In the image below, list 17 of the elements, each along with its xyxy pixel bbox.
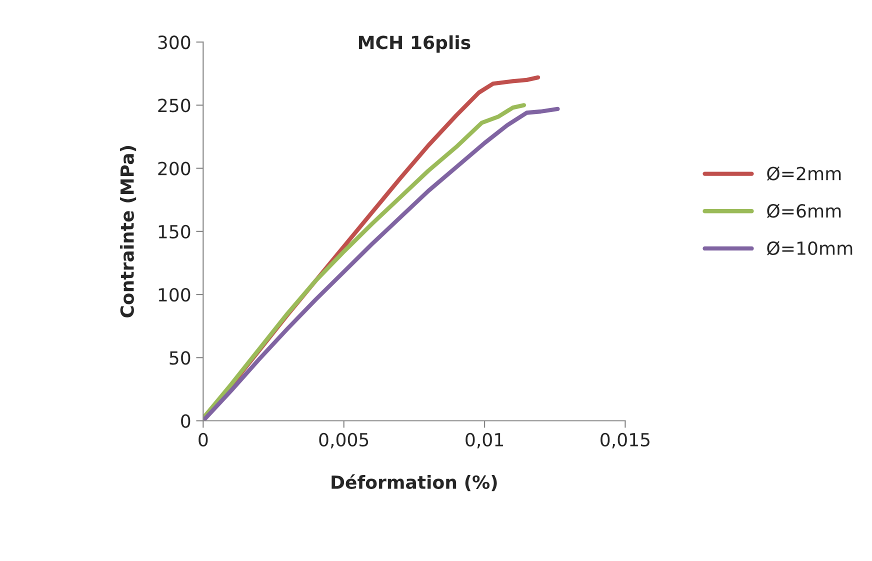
x-tick-label: 0 <box>198 432 208 447</box>
chart-title: MCH 16plis <box>358 35 470 53</box>
y-tick-label: 50 <box>170 351 190 365</box>
y-axis-title: Contrainte (MPa) <box>120 146 136 318</box>
y-tick-label: 250 <box>158 98 190 112</box>
x-tick-label: 0,015 <box>600 432 650 448</box>
legend-label: Ø=6mm <box>767 204 841 218</box>
y-tick-label: 300 <box>158 36 190 50</box>
y-tick-label: 100 <box>158 288 190 302</box>
y-tick-label: 200 <box>158 162 190 176</box>
legend-label: Ø=10mm <box>767 241 852 256</box>
y-tick-label: 150 <box>158 224 190 239</box>
x-axis-title: Déformation (%) <box>332 474 497 492</box>
x-tick-label: 0,01 <box>466 432 503 448</box>
legend-label: Ø=2mm <box>767 166 841 181</box>
x-tick-label: 0,005 <box>319 432 368 448</box>
y-tick-label: 0 <box>181 414 190 428</box>
